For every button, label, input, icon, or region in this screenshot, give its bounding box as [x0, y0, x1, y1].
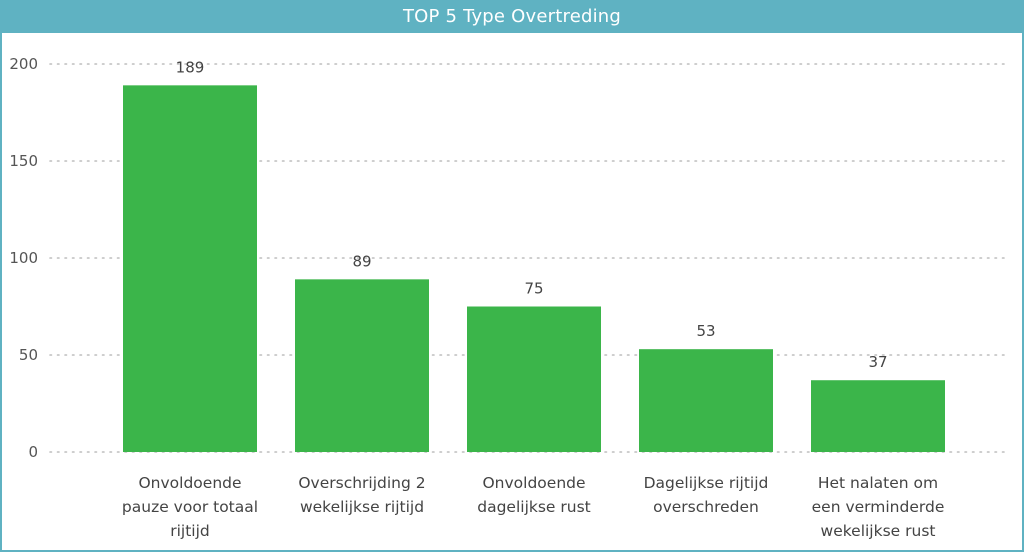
- category-label: pauze voor totaal: [122, 498, 258, 516]
- category-label: wekelijkse rust: [821, 522, 936, 540]
- bar: [295, 279, 429, 452]
- data-label: 75: [524, 280, 543, 298]
- bar: [639, 349, 773, 452]
- chart-title: TOP 5 Type Overtreding: [0, 0, 1024, 33]
- bar: [467, 306, 601, 452]
- data-labels: 189 89 75 53 37: [176, 58, 888, 371]
- category-label: Onvoldoende: [138, 474, 241, 492]
- y-tick-label: 150: [9, 152, 38, 170]
- y-axis-ticks: 0 50 100 150 200: [9, 55, 38, 461]
- y-tick-label: 100: [9, 249, 38, 267]
- category-label: Dagelijkse rijtijd: [644, 474, 769, 492]
- y-tick-label: 0: [28, 443, 38, 461]
- category-label: rijtijd: [170, 522, 210, 540]
- y-tick-label: 50: [19, 346, 38, 364]
- category-label: Het nalaten om: [818, 474, 938, 492]
- category-label: dagelijkse rust: [477, 498, 591, 516]
- bar: [123, 85, 257, 452]
- category-label: Overschrijding 2: [298, 474, 425, 492]
- data-label: 53: [696, 322, 715, 340]
- category-label: een verminderde: [812, 498, 945, 516]
- category-label: Onvoldoende: [482, 474, 585, 492]
- data-label: 189: [176, 58, 205, 76]
- data-label: 89: [352, 252, 371, 270]
- bars: [123, 85, 945, 452]
- category-label: wekelijkse rijtijd: [300, 498, 424, 516]
- bar: [811, 380, 945, 452]
- y-tick-label: 200: [9, 55, 38, 73]
- category-labels: Onvoldoende pauze voor totaal rijtijd Overs…: [122, 474, 944, 540]
- data-label: 37: [868, 353, 887, 371]
- category-label: overschreden: [653, 498, 759, 516]
